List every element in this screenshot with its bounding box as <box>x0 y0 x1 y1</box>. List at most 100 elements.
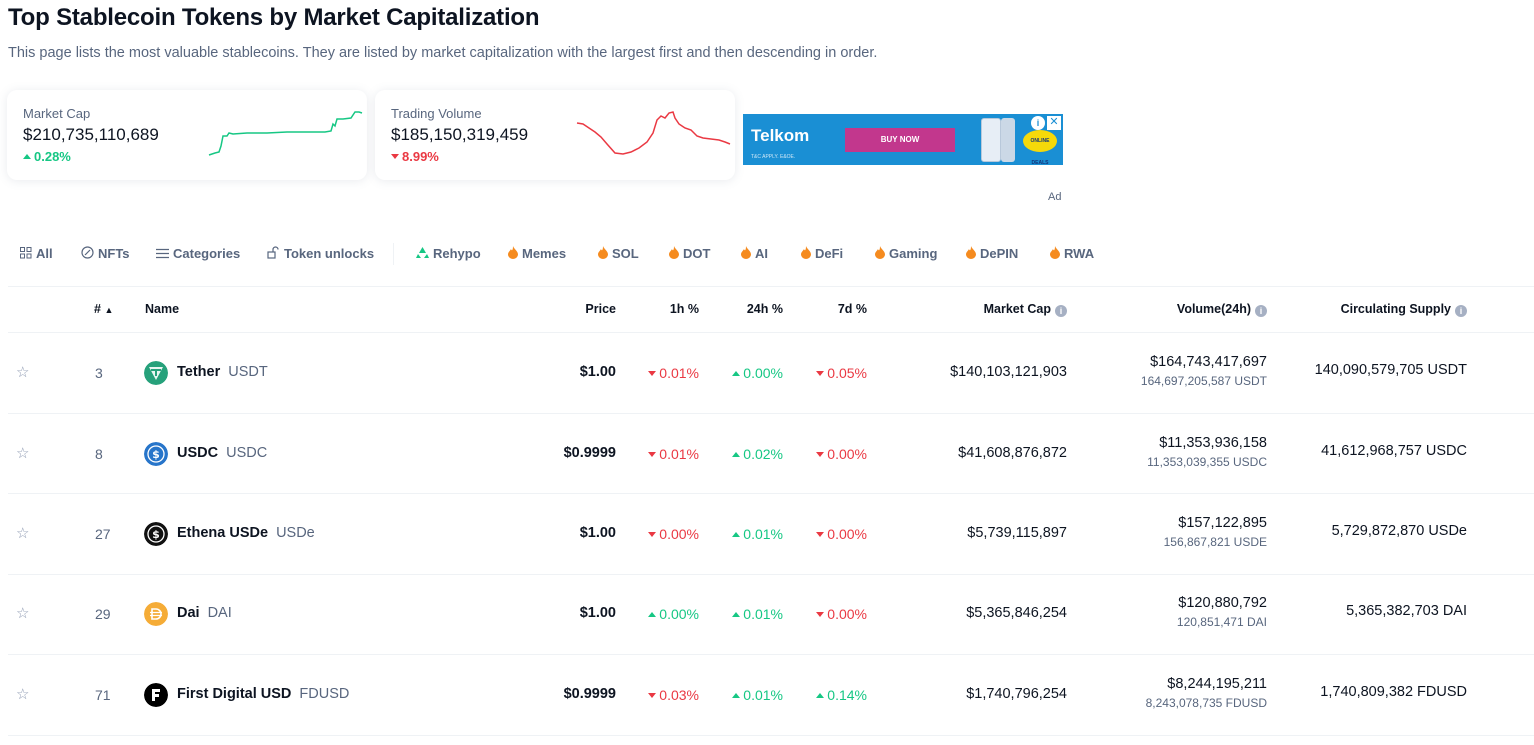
volume-usd[interactable]: $120,880,792 <box>1178 595 1267 611</box>
volume-usd[interactable]: $164,743,417,697 <box>1150 354 1267 370</box>
coin-name[interactable]: Ethena USDe USDe <box>177 525 315 541</box>
circulating-supply: 5,729,872,870 USDe <box>1331 523 1467 539</box>
change-value: 0.00% <box>743 365 783 381</box>
change-value: 0.01% <box>659 446 699 462</box>
change-7d: 0.14% <box>816 687 867 703</box>
filter-depin[interactable]: DePIN <box>966 243 1018 265</box>
volume-usd[interactable]: $8,244,195,211 <box>1167 676 1267 692</box>
down-arrow-icon <box>648 532 657 537</box>
volume-usd[interactable]: $11,353,936,158 <box>1159 435 1267 451</box>
filter-sol[interactable]: SOL <box>598 243 639 265</box>
column-header-rank[interactable]: # ▲ <box>94 302 113 316</box>
filter-label: Token unlocks <box>284 246 375 261</box>
filter-all[interactable]: All <box>20 243 53 265</box>
star-icon[interactable]: ☆ <box>16 445 30 462</box>
row-rank: 71 <box>95 687 111 703</box>
filter-rwa[interactable]: RWA <box>1050 243 1094 265</box>
info-icon[interactable]: i <box>1255 305 1267 317</box>
filter-gaming[interactable]: Gaming <box>875 243 937 265</box>
table-row[interactable]: ☆ 71 First Digital USD FDUSD $0.9999 0.03… <box>0 655 1534 735</box>
divider <box>8 332 1534 333</box>
filter-categories[interactable]: Categories <box>156 243 240 265</box>
filter-dot[interactable]: DOT <box>669 243 710 265</box>
up-arrow-icon <box>732 612 741 617</box>
divider <box>8 413 1534 414</box>
column-header-volume[interactable]: Volume(24h) i <box>1177 302 1267 317</box>
volume-usd[interactable]: $157,122,895 <box>1178 515 1267 531</box>
filter-label: SOL <box>612 246 639 261</box>
coin-name[interactable]: USDC USDC <box>177 445 267 461</box>
svg-text:$: $ <box>152 528 160 541</box>
filter-nfts[interactable]: NFTs <box>81 243 130 265</box>
filter-rehypo[interactable]: Rehypo <box>416 243 481 265</box>
table-row[interactable]: ☆ 27 $ Ethena USDe USDe $1.00 0.00% 0.01%… <box>0 494 1534 574</box>
filter-memes[interactable]: Memes <box>508 243 566 265</box>
change-value: 0.00% <box>827 446 867 462</box>
circulating-supply: 5,365,382,703 DAI <box>1346 603 1467 619</box>
divider <box>8 493 1534 494</box>
row-rank: 8 <box>95 446 103 462</box>
info-icon[interactable]: i <box>1455 305 1467 317</box>
divider <box>8 286 1534 287</box>
filter-token-unlocks[interactable]: Token unlocks <box>267 243 374 265</box>
market-cap-label: Market Cap <box>23 106 91 121</box>
change-24h: 0.02% <box>732 446 783 462</box>
advertisement-banner[interactable]: Telkom T&C APPLY. E&OE. BUY NOW ONLINE D… <box>743 114 1063 165</box>
change-value: 0.00% <box>659 526 699 542</box>
down-arrow-icon <box>816 612 825 617</box>
table-row[interactable]: ☆ 29 Dai DAI $1.00 0.00% 0.01% 0.00% $5,3… <box>0 574 1534 654</box>
star-icon[interactable]: ☆ <box>16 686 30 703</box>
up-arrow-icon <box>648 612 657 617</box>
filter-label: All <box>36 246 53 261</box>
coin-name[interactable]: Dai DAI <box>177 605 232 621</box>
change-value: 0.01% <box>743 526 783 542</box>
change-value: 0.02% <box>743 446 783 462</box>
ad-buy-now-button[interactable]: BUY NOW <box>845 128 955 152</box>
column-header-1h[interactable]: 1h % <box>669 302 699 316</box>
fire-icon <box>966 244 976 266</box>
down-arrow-icon <box>816 532 825 537</box>
info-icon[interactable]: i <box>1055 305 1067 317</box>
star-icon[interactable]: ☆ <box>16 605 30 622</box>
column-header-7d[interactable]: 7d % <box>837 302 867 316</box>
change-24h: 0.01% <box>732 526 783 542</box>
column-header-24h[interactable]: 24h % <box>746 302 783 316</box>
fire-icon <box>875 244 885 266</box>
table-row[interactable]: ☆ 3 Tether USDT $1.00 0.01% 0.00% 0.05% $… <box>0 333 1534 413</box>
market-cap: $5,739,115,897 <box>967 525 1067 541</box>
filter-divider <box>393 243 394 265</box>
market-cap-change: 0.28% <box>23 149 71 164</box>
coin-symbol: FDUSD <box>299 686 350 702</box>
grid-icon <box>20 244 32 266</box>
market-cap-card[interactable]: Market Cap $210,735,110,689 0.28% <box>7 90 367 180</box>
row-rank: 29 <box>95 606 111 622</box>
market-cap: $1,740,796,254 <box>966 686 1067 702</box>
header-label: Market Cap <box>983 302 1051 316</box>
ad-close-icon[interactable]: ✕ <box>1047 116 1061 130</box>
column-header-name[interactable]: Name <box>145 302 180 316</box>
fdusd-logo-icon <box>144 683 168 707</box>
coin-name[interactable]: First Digital USD FDUSD <box>177 686 349 702</box>
change-7d: 0.00% <box>816 526 867 542</box>
ad-info-icon[interactable]: i <box>1031 116 1045 130</box>
table-row[interactable]: ☆ 8 $ USDC USDC $0.9999 0.01% 0.02% 0.00%… <box>0 414 1534 494</box>
column-header-price[interactable]: Price <box>585 302 616 316</box>
column-header-market-cap[interactable]: Market Cap i <box>984 302 1067 317</box>
coin-symbol: DAI <box>207 605 232 621</box>
market-cap: $41,608,876,872 <box>958 445 1067 461</box>
filter-defi[interactable]: DeFi <box>801 243 843 265</box>
volume-native: 11,353,039,355 USDC <box>1147 455 1267 469</box>
change-value: 0.05% <box>827 365 867 381</box>
volume-native: 8,243,078,735 FDUSD <box>1145 696 1267 710</box>
coin-symbol: USDT <box>228 364 268 380</box>
coin-name[interactable]: Tether USDT <box>177 364 268 380</box>
change-1h: 0.00% <box>648 526 699 542</box>
filter-ai[interactable]: AI <box>741 243 768 265</box>
fire-icon <box>508 244 518 266</box>
dai-logo-icon <box>144 602 168 626</box>
star-icon[interactable]: ☆ <box>16 364 30 381</box>
star-icon[interactable]: ☆ <box>16 525 30 542</box>
divider <box>8 654 1534 655</box>
trading-volume-card[interactable]: Trading Volume $185,150,319,459 8.99% <box>375 90 735 180</box>
column-header-supply[interactable]: Circulating Supply i <box>1341 302 1467 317</box>
